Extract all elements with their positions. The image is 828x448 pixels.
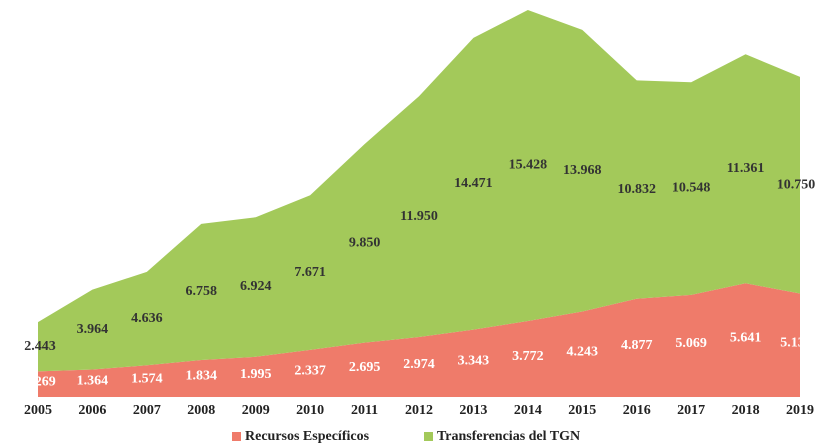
value-label: 2.337 <box>294 364 326 379</box>
value-label: 2.443 <box>24 339 56 354</box>
x-tick-label: 2007 <box>133 403 161 418</box>
legend-swatch <box>424 432 433 441</box>
x-tick-label: 2013 <box>459 403 487 418</box>
value-label: 10.832 <box>617 182 656 197</box>
x-tick-label: 2016 <box>623 403 651 418</box>
value-label: 11.950 <box>400 209 438 224</box>
value-label: 13.968 <box>563 163 602 178</box>
area <box>38 283 800 397</box>
value-label: 7.671 <box>294 265 326 280</box>
value-label: 3.343 <box>458 354 490 369</box>
value-label: 1.269 <box>24 374 56 389</box>
value-label: 5.134 <box>780 335 812 350</box>
value-label: 10.750 <box>777 177 816 192</box>
value-label: 2.974 <box>403 357 435 372</box>
value-label: 2.695 <box>349 360 381 375</box>
value-label: 10.548 <box>672 181 711 196</box>
legend-swatch <box>232 432 241 441</box>
value-label: 1.995 <box>240 367 272 382</box>
value-label: 5.069 <box>675 336 707 351</box>
value-label: 4.636 <box>131 311 163 326</box>
value-label: 14.471 <box>454 176 493 191</box>
x-tick-label: 2018 <box>732 403 760 418</box>
legend-label: Transferencias del TGN <box>437 429 580 444</box>
x-tick-label: 2008 <box>187 403 215 418</box>
value-label: 3.964 <box>77 322 109 337</box>
value-label: 5.641 <box>730 330 762 345</box>
x-tick-label: 2019 <box>786 403 814 418</box>
x-tick-label: 2017 <box>677 403 705 418</box>
value-label: 1.834 <box>186 369 218 384</box>
value-label: 4.877 <box>621 338 653 353</box>
value-label: 6.758 <box>186 284 218 299</box>
x-tick-label: 2010 <box>296 403 324 418</box>
x-tick-label: 2005 <box>24 403 52 418</box>
x-tick-label: 2012 <box>405 403 433 418</box>
value-label: 15.428 <box>509 158 548 173</box>
value-label: 11.361 <box>727 161 765 176</box>
value-label: 4.243 <box>567 344 599 359</box>
value-label: 3.772 <box>512 349 544 364</box>
value-label: 1.364 <box>77 373 109 388</box>
value-label: 6.924 <box>240 279 272 294</box>
x-tick-label: 2014 <box>514 403 542 418</box>
x-tick-label: 2015 <box>568 403 596 418</box>
value-label: 9.850 <box>349 236 381 251</box>
area <box>38 10 800 372</box>
x-tick-label: 2006 <box>78 403 106 418</box>
x-tick-label: 2011 <box>351 403 378 418</box>
legend-label: Recursos Específicos <box>245 429 370 444</box>
x-tick-label: 2009 <box>242 403 270 418</box>
value-label: 1.574 <box>131 371 163 386</box>
